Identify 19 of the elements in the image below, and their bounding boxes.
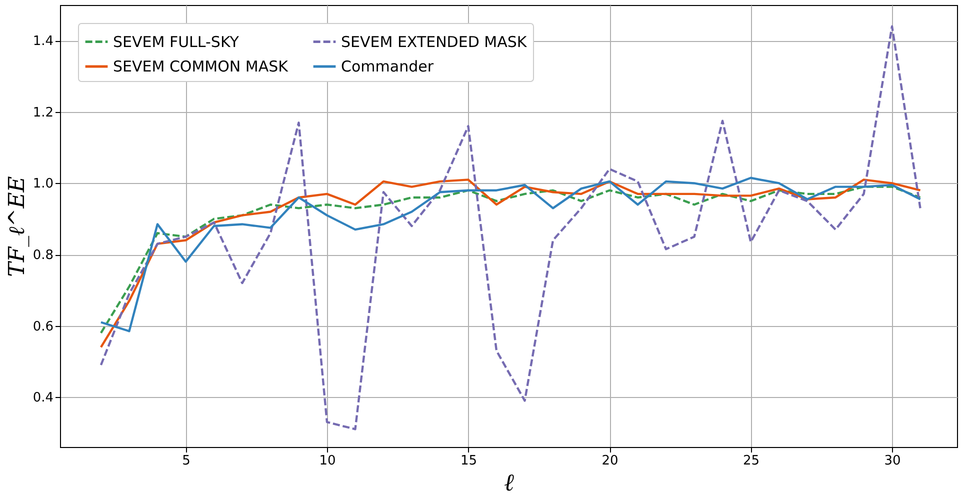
y-tick-label: 1.2	[32, 105, 54, 120]
x-tick-label: 30	[884, 454, 901, 468]
legend-label: SEVEM EXTENDED MASK	[341, 32, 528, 51]
legend-label: SEVEM COMMON MASK	[113, 58, 290, 76]
x-tick-label: 15	[460, 454, 478, 468]
y-tick-label: 1.0	[32, 176, 54, 192]
y-tick-label: 0.4	[32, 390, 54, 406]
y-axis-title: TF_ℓ^EE	[4, 176, 30, 277]
x-tick-label: 5	[182, 454, 190, 468]
y-tick-label: 0.8	[32, 248, 54, 264]
line-series	[100, 25, 922, 430]
x-axis-title: ℓ	[504, 468, 514, 496]
y-tick-label: 1.4	[32, 34, 54, 50]
legend-label: Commander	[341, 58, 434, 76]
x-tick-label: 25	[742, 454, 760, 468]
legend-label: SEVEM FULL-SKY	[113, 32, 240, 51]
x-tick-label: 10	[319, 454, 336, 468]
x-tick-label: 20	[602, 454, 618, 468]
y-tick-label: 0.6	[32, 319, 54, 334]
